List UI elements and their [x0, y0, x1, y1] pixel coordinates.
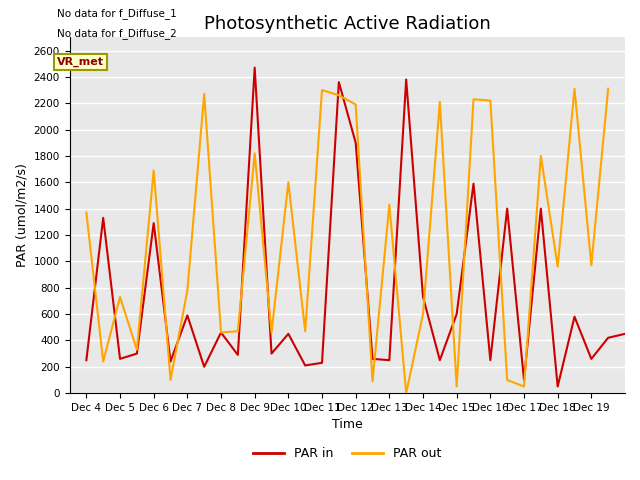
Legend: PAR in, PAR out: PAR in, PAR out: [248, 442, 447, 465]
Text: No data for f_Diffuse_2: No data for f_Diffuse_2: [57, 28, 177, 38]
Text: VR_met: VR_met: [57, 57, 104, 67]
Title: Photosynthetic Active Radiation: Photosynthetic Active Radiation: [204, 15, 491, 33]
Y-axis label: PAR (umol/m2/s): PAR (umol/m2/s): [15, 163, 28, 267]
Text: No data for f_Diffuse_1: No data for f_Diffuse_1: [57, 9, 177, 19]
X-axis label: Time: Time: [332, 419, 363, 432]
